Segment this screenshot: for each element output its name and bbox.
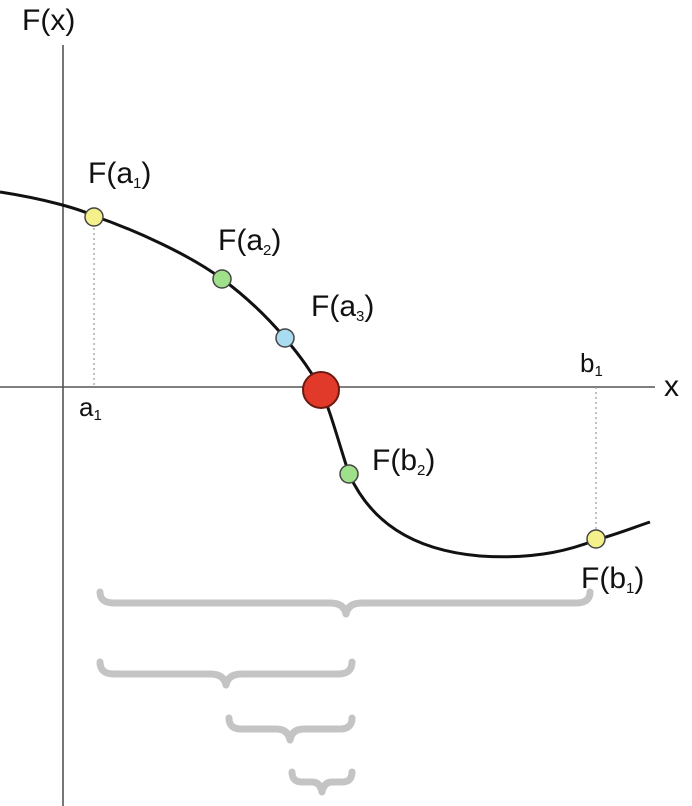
tick-label-a1: a1: [79, 392, 102, 424]
point-fa3: [275, 328, 295, 348]
point-fa1: [84, 207, 104, 227]
interval-brace-2: [96, 658, 356, 689]
label-fb1: F(b1): [581, 562, 644, 597]
label-fa3: F(a3): [311, 290, 374, 325]
tick-label-b1: b1: [580, 348, 603, 380]
label-fb2: F(b2): [372, 444, 435, 479]
point-fb1: [586, 529, 606, 549]
label-fa1: F(a1): [88, 157, 151, 192]
root-point: [302, 371, 340, 409]
interval-brace-4: [288, 768, 356, 796]
interval-brace-1: [96, 588, 594, 618]
label-fa2: F(a2): [218, 224, 281, 259]
x-axis-label: x: [664, 370, 679, 403]
interval-brace-3: [225, 714, 356, 744]
point-fa2: [212, 269, 232, 289]
y-axis-label: F(x): [22, 4, 75, 37]
point-fb2: [339, 464, 359, 484]
